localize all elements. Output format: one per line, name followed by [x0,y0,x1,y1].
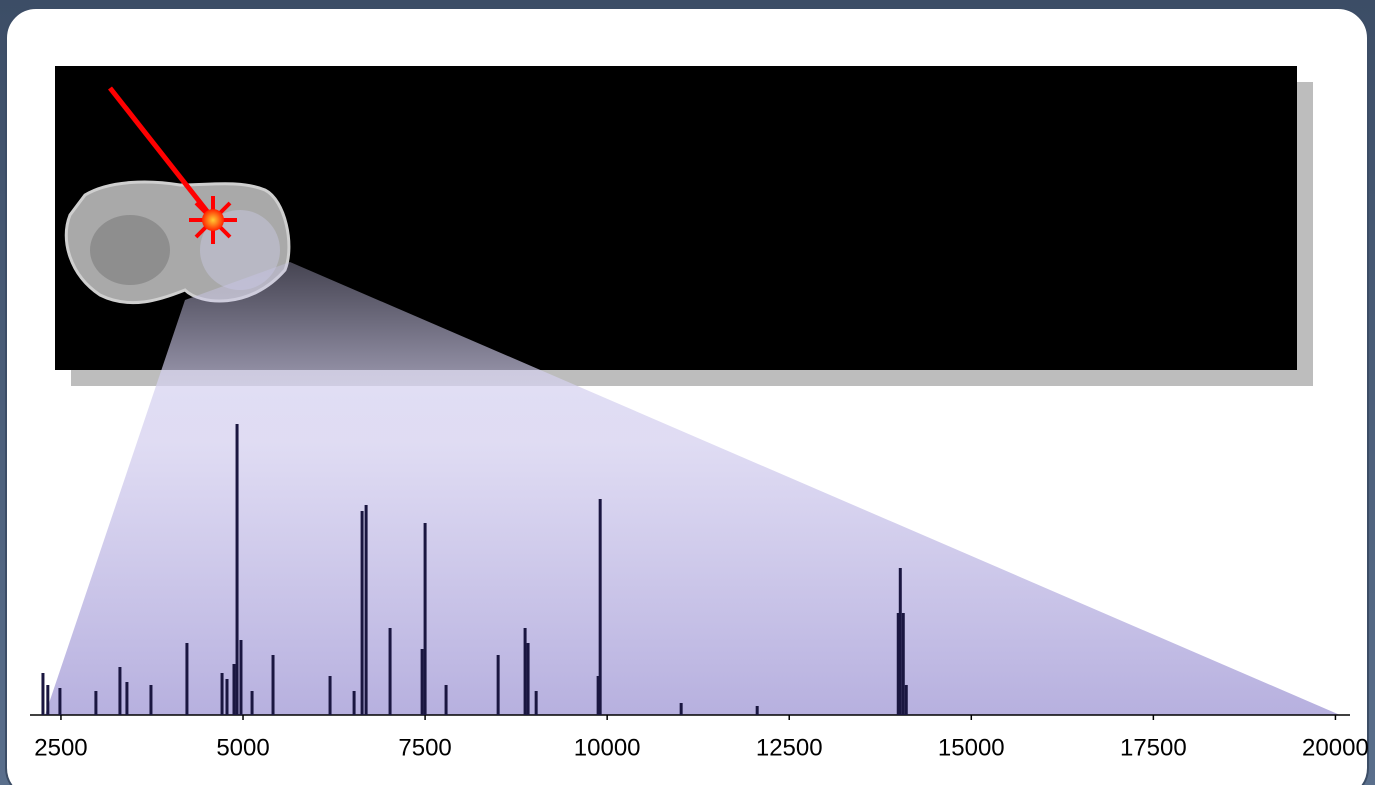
laser-spot [189,196,237,244]
x-tick-label: 15000 [938,734,1005,761]
x-tick-label: 2500 [34,734,87,761]
x-tick-label: 20000 [1302,734,1369,761]
x-tick-label: 5000 [216,734,269,761]
x-tick-label: 10000 [574,734,641,761]
page: 2500500075001000012500150001750020000 ((… [0,0,1375,790]
slide: 2500 5000 7500 10000 12500 15000 17500 20000 [0,0,1375,785]
x-tick-label: 7500 [398,734,451,761]
x-tick-label: 12500 [756,734,823,761]
x-tick-label: 17500 [1120,734,1187,761]
